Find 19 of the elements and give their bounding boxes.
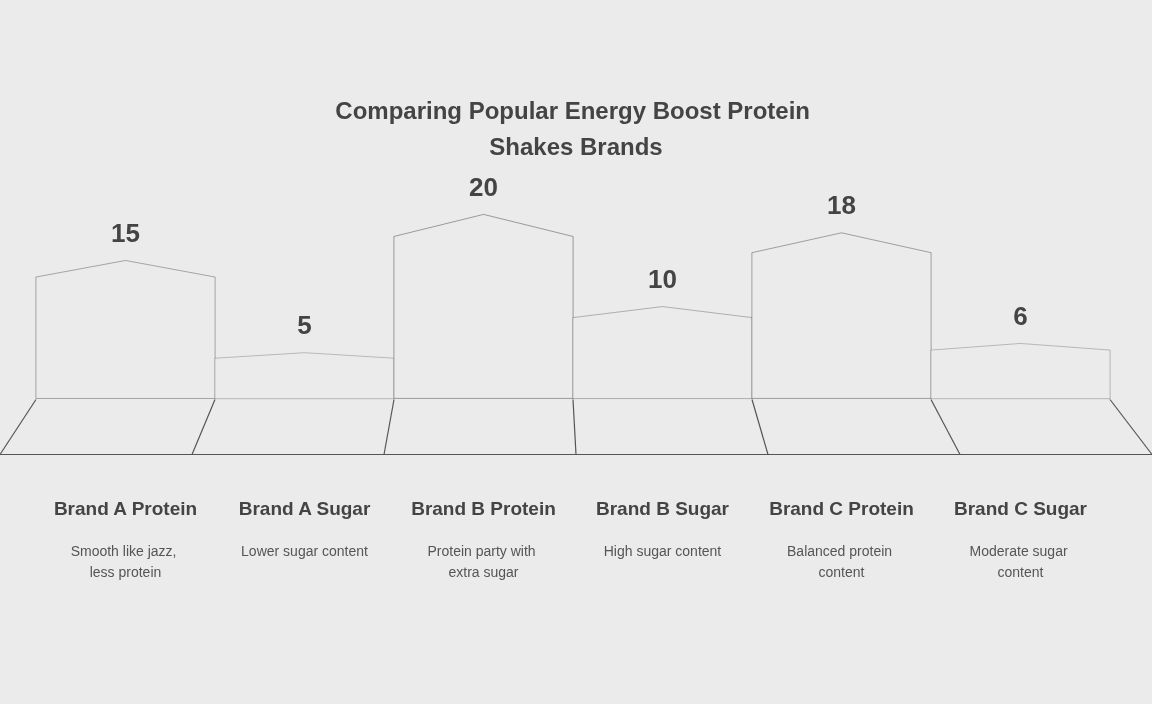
x-tick-label: Brand B Protein xyxy=(411,498,556,519)
text: Balanced protein content xyxy=(787,542,896,580)
chart-title: Comparing Popular Energy Boost Protein Shakes Brands xyxy=(335,96,817,160)
x-tick-label: Brand C Sugar xyxy=(953,498,1088,519)
data-label: 6 xyxy=(1013,301,1028,332)
data-label: 20 xyxy=(469,171,498,202)
text: Protein party with extra sugar xyxy=(427,542,540,580)
data-label: 15 xyxy=(111,217,140,248)
text: Moderate sugar content xyxy=(969,542,1072,580)
data-label: 18 xyxy=(827,190,856,221)
x-tick-label: Brand C Protein xyxy=(769,498,914,519)
text: Lower sugar content xyxy=(241,542,369,559)
x-tick-label: Brand B Sugar xyxy=(595,498,730,519)
data-label: 10 xyxy=(648,264,677,295)
x-tick-label: Brand A Protein xyxy=(53,498,198,519)
data-label: 5 xyxy=(297,310,312,341)
text: High sugar content xyxy=(603,542,722,559)
text: Smooth like jazz, less protein xyxy=(70,542,181,580)
x-tick-label: Brand A Sugar xyxy=(238,498,371,519)
